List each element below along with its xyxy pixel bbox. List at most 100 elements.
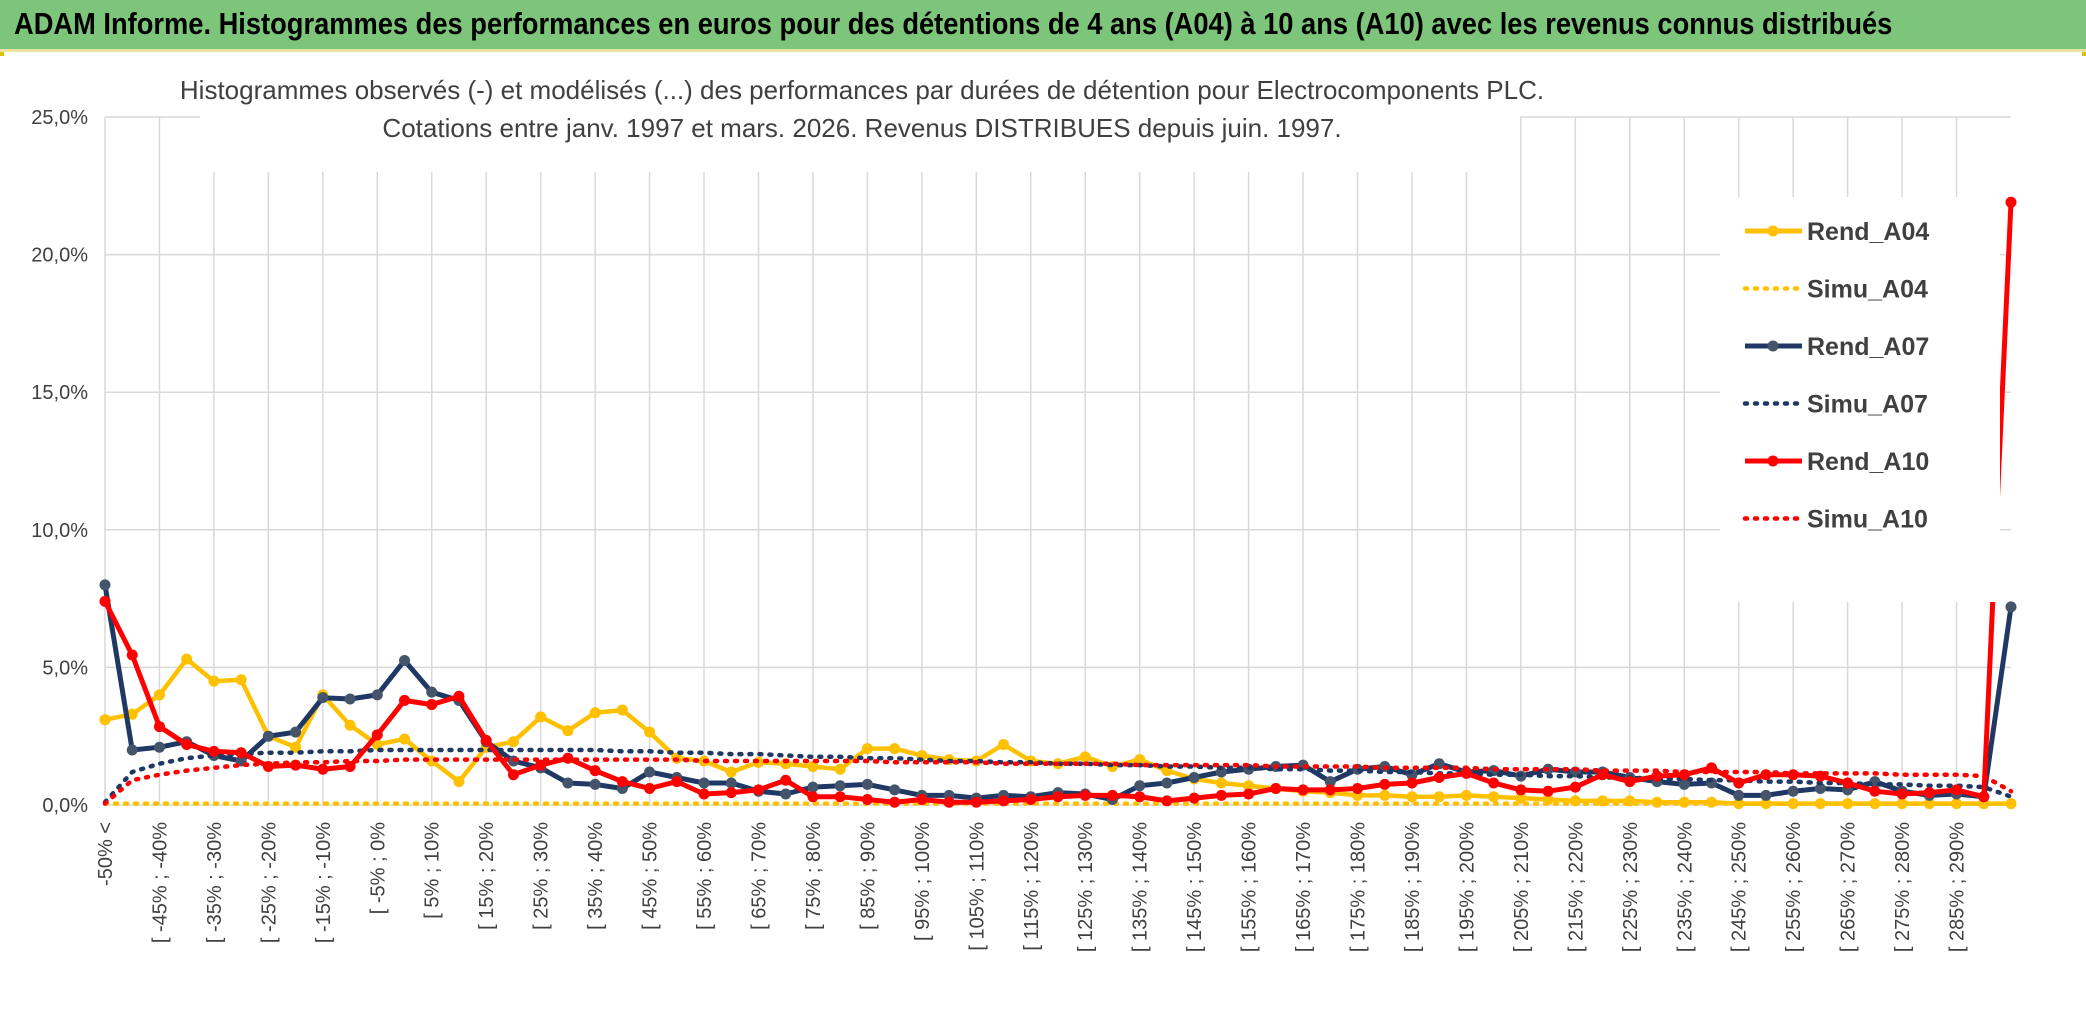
data-point — [1488, 777, 1500, 789]
data-point — [1896, 788, 1908, 800]
data-point — [344, 693, 356, 705]
data-point — [1079, 751, 1091, 763]
data-point — [1814, 782, 1826, 794]
x-tick-label: [ 5% ; 10% — [422, 822, 444, 919]
data-point — [998, 795, 1010, 807]
data-point — [1134, 754, 1146, 766]
data-point — [153, 689, 165, 701]
data-point — [426, 686, 438, 698]
data-point — [889, 743, 901, 755]
x-tick-label: [ 185% ; 190% — [1402, 822, 1424, 952]
data-point — [371, 689, 383, 701]
data-point — [1243, 780, 1255, 792]
data-point — [99, 579, 111, 591]
data-point — [1270, 782, 1282, 794]
data-point — [725, 787, 737, 799]
y-tick-label: 0,0% — [42, 795, 88, 817]
data-point — [834, 791, 846, 803]
data-point — [780, 788, 792, 800]
x-tick-label: [ 105% ; 110% — [966, 822, 988, 951]
data-point — [153, 741, 165, 753]
data-point — [1052, 791, 1064, 803]
x-tick-label: -50% < — [95, 822, 117, 886]
data-point — [562, 725, 574, 737]
x-tick-label: [ 75% ; 80% — [803, 822, 825, 930]
data-point — [1488, 791, 1500, 803]
data-point — [1079, 789, 1091, 801]
x-tick-label: [ 45% ; 50% — [640, 822, 662, 930]
data-point — [453, 690, 465, 702]
data-point — [153, 721, 165, 733]
x-tick-label: [ -15% ; -10% — [313, 822, 335, 943]
data-point — [126, 708, 138, 720]
data-point — [99, 714, 111, 726]
data-point — [1951, 784, 1963, 796]
legend-item-simu-a10: Simu_A10 — [1742, 506, 1928, 534]
data-point — [943, 796, 955, 808]
data-point — [371, 729, 383, 741]
data-point — [1243, 788, 1255, 800]
data-point — [589, 778, 601, 790]
data-point — [698, 777, 710, 789]
data-point — [290, 726, 302, 738]
data-point — [1324, 784, 1336, 796]
data-point — [399, 694, 411, 706]
data-point — [780, 774, 792, 786]
legend-label: Rend_A04 — [1807, 218, 1929, 246]
data-point — [1134, 791, 1146, 803]
data-point — [1324, 776, 1336, 788]
legend-label: Simu_A10 — [1807, 506, 1928, 534]
data-point — [1379, 778, 1391, 790]
data-point — [1651, 770, 1663, 782]
data-point — [2005, 798, 2017, 810]
data-point — [1733, 789, 1745, 801]
data-point — [998, 738, 1010, 750]
data-point — [2005, 196, 2017, 208]
data-point — [1215, 777, 1227, 789]
data-point — [99, 595, 111, 607]
data-point — [807, 760, 819, 772]
x-tick-label: [ 225% ; 230% — [1620, 822, 1642, 952]
banner: ADAM Informe. Histogrammes des performan… — [0, 0, 2086, 52]
legend-label: Simu_A07 — [1807, 391, 1928, 419]
x-tick-label: [ 125% ; 130% — [1075, 822, 1097, 952]
y-axis-ticks: 0,0% 5,0% 10,0% 15,0% 20,0% 25,0% — [31, 107, 88, 817]
series-layer — [99, 196, 2017, 810]
data-point — [807, 781, 819, 793]
x-tick-label: [ 85% ; 90% — [857, 822, 879, 930]
data-point — [507, 736, 519, 748]
data-point — [1896, 798, 1908, 810]
x-tick-label: [ 155% ; 160% — [1239, 822, 1261, 952]
data-point — [1215, 789, 1227, 801]
series-line — [102, 757, 2014, 806]
data-point — [208, 745, 220, 757]
data-point — [1923, 787, 1935, 799]
data-point — [1569, 781, 1581, 793]
data-point — [317, 692, 329, 704]
data-point — [1134, 780, 1146, 792]
data-point — [1678, 778, 1690, 790]
legend-label: Rend_A07 — [1807, 333, 1929, 361]
histogram-chart: 0,0% 5,0% 10,0% 15,0% 20,0% 25,0% -50% < [ -45… — [31, 62, 2017, 952]
corner-mark-left — [0, 52, 4, 56]
data-point — [834, 763, 846, 775]
y-tick-label: 5,0% — [42, 657, 88, 679]
data-point — [834, 780, 846, 792]
data-point — [752, 784, 764, 796]
data-point — [861, 778, 873, 790]
data-point — [1188, 792, 1200, 804]
data-point — [889, 784, 901, 796]
data-point — [1923, 798, 1935, 810]
y-tick-label: 15,0% — [31, 382, 88, 404]
y-tick-label: 25,0% — [31, 107, 88, 129]
data-point — [807, 791, 819, 803]
data-point — [535, 759, 547, 771]
x-tick-label: [ 55% ; 60% — [694, 822, 716, 930]
data-point — [1406, 791, 1418, 803]
x-tick-label: [ 245% ; 250% — [1729, 822, 1751, 952]
data-point — [698, 788, 710, 800]
data-point — [344, 760, 356, 772]
data-point — [1297, 784, 1309, 796]
x-axis-ticks: -50% < [ -45% ; -40% [ -35% ; -30% [ -25% ;… — [95, 822, 1969, 952]
x-tick-label: [ -35% ; -30% — [204, 822, 226, 943]
